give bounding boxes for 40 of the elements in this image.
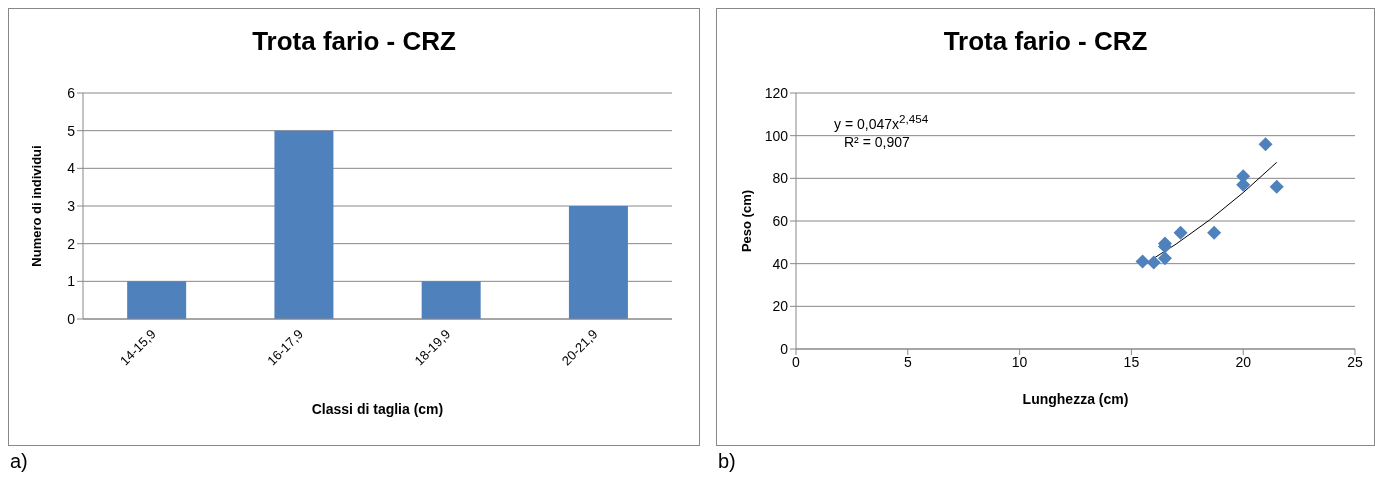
point [1173, 225, 1188, 240]
x-tick-label: 25 [1347, 353, 1363, 370]
y-tick-label: 80 [772, 170, 789, 187]
x-tick-label: 10 [1011, 353, 1028, 370]
y-tick-label: 1 [67, 273, 76, 290]
y-tick-label: 2 [67, 235, 76, 252]
text: a) [10, 450, 28, 473]
y-tick-label: 60 [772, 212, 789, 229]
x-tick-label: 0 [792, 353, 801, 370]
y-tick-label: 4 [67, 160, 76, 177]
annotation: R² = 0,907 [844, 134, 910, 150]
bar [421, 281, 481, 319]
x-axis-title: Lunghezza (cm) [1022, 391, 1129, 407]
y-tick-label: 3 [67, 197, 76, 214]
annotation: y = 0,047x$^{2,454}$ [834, 112, 929, 132]
x-tick-label: 20 [1235, 353, 1252, 370]
y-axis-title: Peso (cm) [738, 189, 754, 253]
point [1207, 225, 1222, 240]
chart-title: Trota fario - CRZ [942, 26, 1149, 57]
point [1258, 137, 1273, 152]
bar [568, 206, 628, 319]
y-tick-label: 100 [764, 127, 789, 144]
x-tick-label: 5 [903, 353, 912, 370]
y-tick-label: 5 [67, 122, 76, 139]
x-axis-title: Classi di taglia (cm) [311, 401, 444, 417]
chart-title: Trota fario - CRZ [251, 26, 457, 57]
point [1269, 179, 1284, 194]
bar [274, 130, 334, 319]
x-tick-label: 15 [1123, 353, 1140, 370]
y-tick-label: 6 [67, 84, 76, 101]
point [1135, 254, 1150, 269]
y-tick-label: 20 [772, 298, 789, 315]
point [1157, 251, 1172, 266]
y-axis-title: Numero di individui [28, 145, 44, 267]
point [1146, 255, 1161, 270]
text: b) [718, 450, 736, 473]
bar [127, 281, 187, 319]
y-tick-label: 0 [67, 310, 76, 327]
y-tick-label: 40 [772, 255, 789, 272]
y-tick-label: 120 [764, 84, 789, 101]
